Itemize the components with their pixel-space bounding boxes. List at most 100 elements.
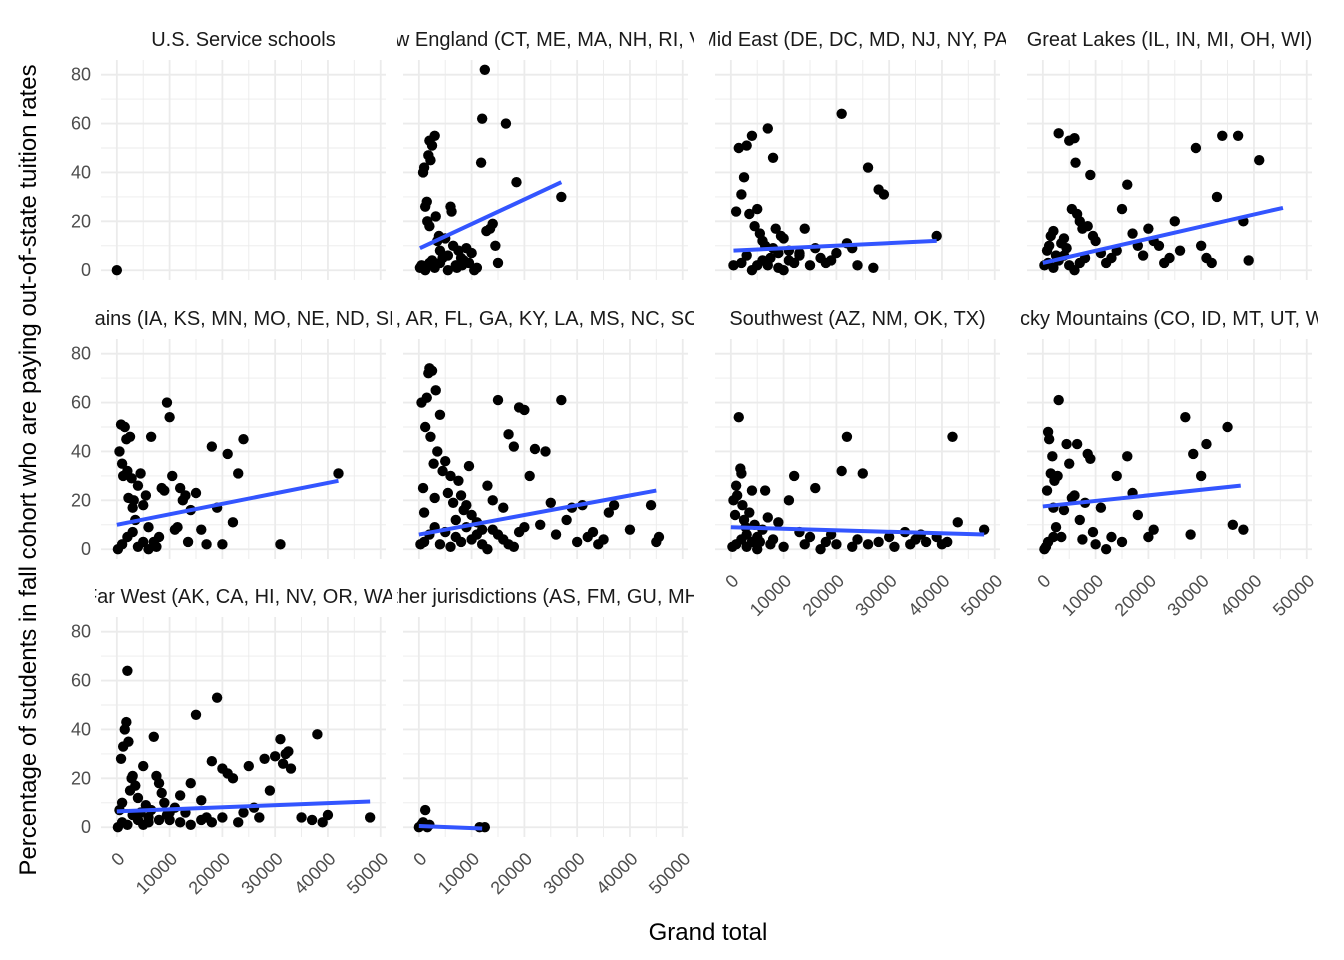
data-point: [1061, 438, 1072, 450]
x-tick-label: 20000: [1111, 571, 1161, 621]
data-point: [770, 223, 781, 234]
y-tick-label: 0: [81, 539, 91, 559]
gridlines: [403, 617, 688, 837]
data-point: [783, 255, 795, 266]
x-tick-label: 10000: [1058, 571, 1108, 621]
data-point: [736, 534, 747, 545]
data-point: [1132, 509, 1144, 521]
data-point: [762, 260, 773, 271]
data-point: [587, 526, 599, 538]
data-point: [487, 218, 498, 229]
data-point: [127, 526, 138, 538]
data-point: [1043, 434, 1055, 445]
data-point: [312, 729, 323, 740]
data-point: [978, 524, 990, 535]
data-point: [148, 731, 159, 742]
y-tick-label: 20: [71, 211, 91, 231]
data-point: [227, 773, 239, 784]
x-tick-label: 0: [409, 849, 430, 870]
data-point: [275, 734, 286, 745]
data-point: [778, 265, 789, 276]
x-tick-label: 40000: [904, 571, 954, 621]
y-axis-title: Percentage of students in fall cohort wh…: [15, 64, 42, 875]
data-point: [825, 255, 837, 266]
panel-title: Southeast (AL, AR, FL, GA, KY, LA, MS, N…: [269, 308, 823, 330]
data-point: [1069, 490, 1080, 501]
data-point: [1232, 130, 1244, 141]
data-point: [116, 458, 128, 469]
data-point: [737, 500, 748, 511]
x-tick-label: 50000: [957, 571, 1007, 621]
data-point: [788, 470, 800, 482]
panel-title: Far West (AK, CA, HI, NV, OR, WA): [85, 586, 402, 608]
data-point: [503, 429, 514, 440]
data-point: [1090, 539, 1101, 550]
panel-4: Great Lakes (IL, IN, MI, OH, WI): [1027, 29, 1312, 280]
data-point: [135, 468, 146, 479]
x-tick-label: 0: [721, 571, 742, 592]
data-point: [471, 529, 483, 540]
data-point: [1074, 257, 1085, 269]
data-point: [1106, 531, 1117, 543]
data-point: [156, 787, 167, 799]
data-point: [122, 819, 133, 830]
gridlines: [101, 339, 386, 559]
data-point: [138, 760, 149, 772]
data-point: [115, 753, 127, 764]
data-point: [182, 536, 194, 548]
data-point: [889, 541, 900, 552]
data-point: [429, 492, 440, 504]
trend-line: [1042, 205, 1284, 265]
data-point: [164, 814, 175, 826]
data-point: [196, 814, 207, 826]
data-point: [233, 817, 244, 828]
data-point: [1217, 130, 1228, 141]
data-point: [1095, 502, 1107, 513]
y-tick-label: 60: [71, 671, 91, 691]
x-tick-label: 20000: [487, 849, 537, 899]
data-point: [185, 819, 196, 830]
data-point: [836, 465, 847, 477]
data-point: [446, 206, 457, 217]
points: [1039, 394, 1249, 555]
x-axis-title: Grand total: [649, 919, 768, 946]
data-point: [1047, 451, 1058, 462]
data-point: [479, 822, 491, 833]
x-tick-label: 10000: [434, 849, 484, 899]
points: [414, 64, 567, 276]
data-point: [482, 480, 493, 491]
data-point: [482, 544, 493, 555]
data-point: [1180, 412, 1191, 423]
data-point: [206, 817, 218, 828]
data-point: [419, 804, 431, 816]
data-point: [752, 203, 763, 215]
data-point: [476, 113, 488, 124]
data-point: [561, 514, 572, 526]
data-point: [767, 152, 779, 163]
data-point: [161, 397, 173, 408]
data-point: [931, 230, 942, 242]
data-point: [550, 529, 562, 540]
data-point: [1056, 531, 1067, 543]
panel-title: New England (CT, ME, MA, NH, RI, VT): [369, 29, 721, 51]
x-tick-label: 0: [107, 849, 128, 870]
data-point: [545, 497, 556, 508]
data-point: [1227, 519, 1239, 530]
y-tick-label: 80: [71, 622, 91, 642]
trend-line: [733, 238, 937, 253]
data-point: [762, 512, 773, 523]
data-point: [857, 468, 868, 479]
data-point: [296, 812, 307, 823]
x-tick-label: 50000: [645, 849, 695, 899]
data-point: [1050, 522, 1062, 533]
data-point: [804, 260, 816, 271]
trend-line: [418, 488, 657, 537]
x-tick-label: 20000: [185, 849, 235, 899]
data-point: [143, 522, 154, 533]
data-point: [164, 412, 175, 423]
data-point: [794, 247, 805, 259]
data-point: [463, 460, 475, 472]
data-point: [1116, 203, 1128, 215]
data-point: [1174, 245, 1186, 256]
data-point: [508, 541, 520, 552]
